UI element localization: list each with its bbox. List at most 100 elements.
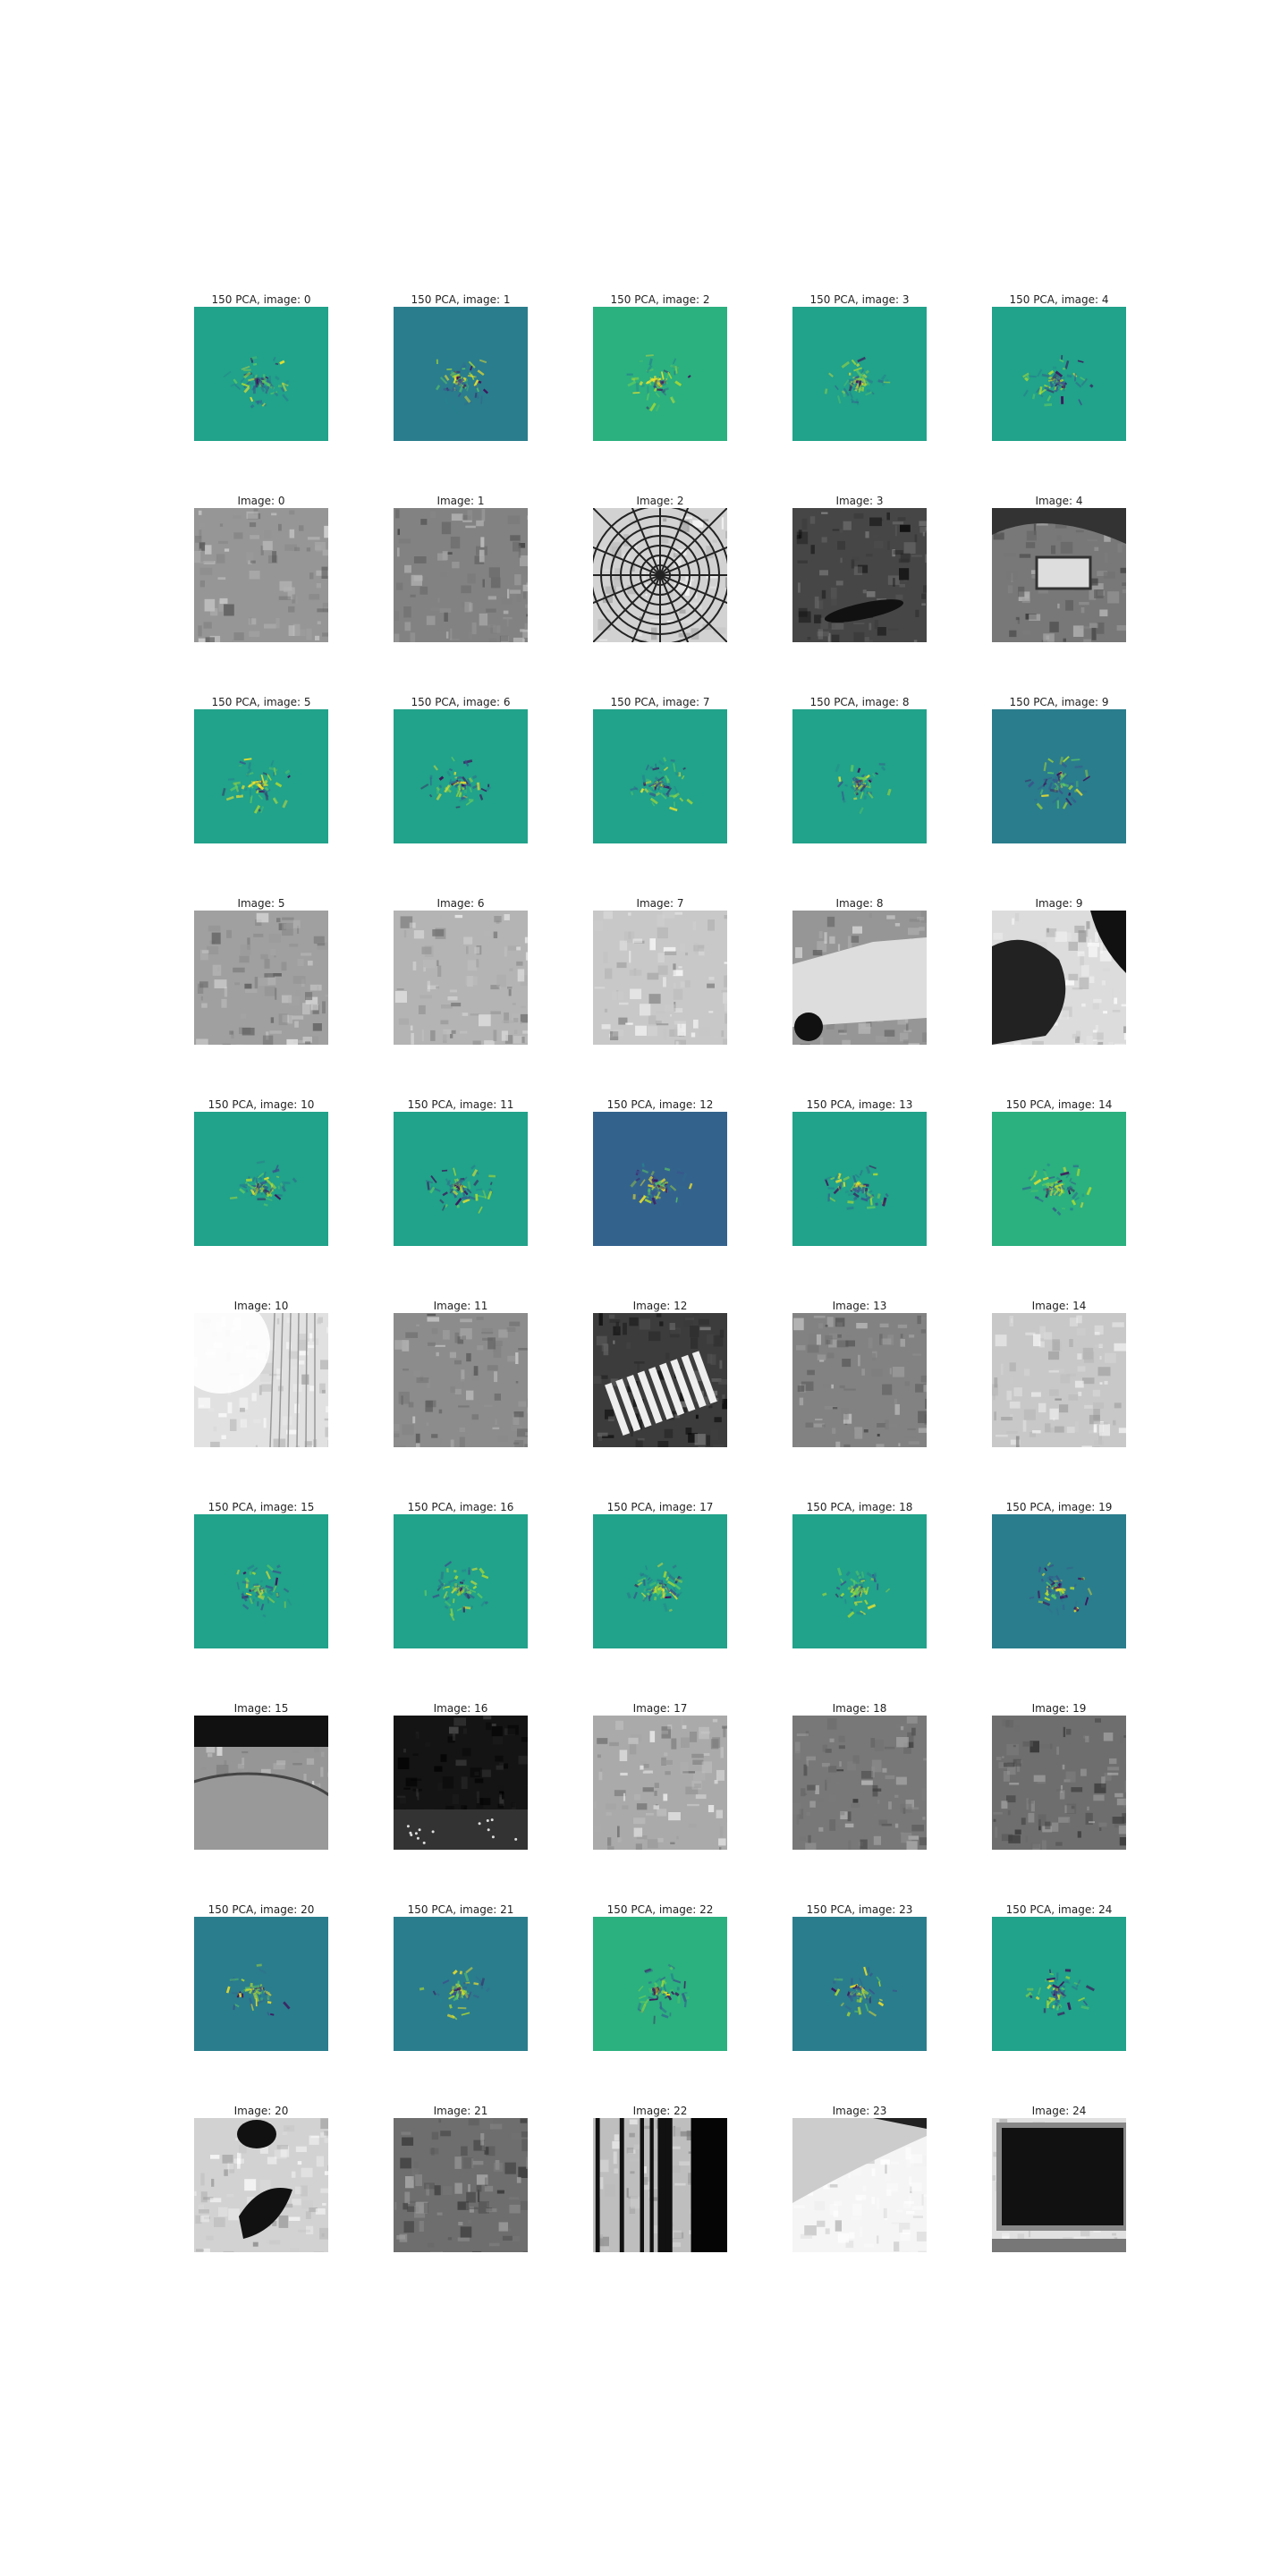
panel-title: 150 PCA, image: 15: [208, 1501, 315, 1513]
pca-heatmap-image: [992, 1112, 1126, 1246]
photo-image: [593, 1716, 727, 1850]
grayscale-photo: [792, 1313, 927, 1447]
grayscale-photo: [992, 911, 1126, 1045]
panel-title: 150 PCA, image: 0: [211, 293, 311, 306]
panel-title: 150 PCA, image: 12: [606, 1098, 714, 1111]
photo-image: [593, 508, 727, 642]
panel-title: 150 PCA, image: 9: [1009, 696, 1109, 708]
pca-heatmap: [992, 1917, 1126, 2051]
panel-title: Image: 4: [1035, 495, 1083, 507]
pca-heatmap: [194, 1514, 328, 1648]
panel-title: Image: 0: [237, 495, 285, 507]
pca-heatmap-image: [792, 1514, 927, 1648]
panel-title: 150 PCA, image: 22: [606, 1903, 714, 1916]
pca-heatmap: [593, 709, 727, 843]
panel-title: Image: 5: [237, 897, 285, 910]
photo-image: [394, 2118, 528, 2252]
pca-heatmap-image: [593, 709, 727, 843]
pca-heatmap-image: [394, 709, 528, 843]
panel-title: 150 PCA, image: 2: [610, 293, 710, 306]
pca-heatmap: [992, 1112, 1126, 1246]
grayscale-photo: [194, 911, 328, 1045]
pca-heatmap: [992, 307, 1126, 441]
panel-title: Image: 15: [233, 1702, 289, 1715]
panel-title: Image: 3: [835, 495, 884, 507]
pca-heatmap: [394, 709, 528, 843]
grayscale-photo: [194, 1313, 328, 1447]
panel-title: Image: 10: [233, 1300, 289, 1312]
pca-heatmap-image: [394, 1514, 528, 1648]
grayscale-photo: [992, 2118, 1126, 2252]
photo-image: [792, 911, 927, 1045]
pca-heatmap: [194, 307, 328, 441]
pca-heatmap-image: [593, 1112, 727, 1246]
grayscale-photo: [792, 2118, 927, 2252]
panel-title: Image: 23: [832, 2105, 887, 2117]
grayscale-photo: [792, 508, 927, 642]
grayscale-photo: [394, 1716, 528, 1850]
pca-heatmap-image: [792, 1917, 927, 2051]
panel-title: 150 PCA, image: 3: [809, 293, 910, 306]
panel-title: 150 PCA, image: 1: [411, 293, 511, 306]
grayscale-photo: [593, 508, 727, 642]
pca-heatmap-image: [593, 1917, 727, 2051]
photo-image: [992, 911, 1126, 1045]
photo-image: [792, 2118, 927, 2252]
panel-title: 150 PCA, image: 7: [610, 696, 710, 708]
panel-title: 150 PCA, image: 6: [411, 696, 511, 708]
pca-heatmap-image: [992, 1514, 1126, 1648]
grayscale-photo: [394, 508, 528, 642]
pca-heatmap: [394, 1514, 528, 1648]
panel-title: Image: 21: [433, 2105, 488, 2117]
panel-title: Image: 20: [233, 2105, 289, 2117]
pca-heatmap: [593, 1112, 727, 1246]
photo-image: [394, 508, 528, 642]
pca-heatmap-image: [394, 307, 528, 441]
panel-title: Image: 12: [632, 1300, 688, 1312]
pca-heatmap: [394, 1112, 528, 1246]
panel-title: 150 PCA, image: 23: [806, 1903, 913, 1916]
grayscale-photo: [992, 508, 1126, 642]
pca-heatmap-image: [394, 1112, 528, 1246]
panel-title: Image: 2: [636, 495, 684, 507]
photo-image: [394, 1716, 528, 1850]
panel-title: 150 PCA, image: 4: [1009, 293, 1109, 306]
grayscale-photo: [593, 2118, 727, 2252]
photo-image: [194, 1716, 328, 1850]
photo-image: [194, 911, 328, 1045]
pca-heatmap: [792, 1112, 927, 1246]
photo-image: [992, 508, 1126, 642]
pca-heatmap-image: [593, 307, 727, 441]
panel-title: Image: 11: [433, 1300, 488, 1312]
panel-title: Image: 7: [636, 897, 684, 910]
pca-heatmap-image: [992, 1917, 1126, 2051]
panel-title: Image: 17: [632, 1702, 688, 1715]
panel-title: 150 PCA, image: 16: [407, 1501, 514, 1513]
pca-heatmap-image: [394, 1917, 528, 2051]
panel-title: 150 PCA, image: 14: [1005, 1098, 1113, 1111]
pca-heatmap-image: [194, 1112, 328, 1246]
pca-heatmap: [593, 1917, 727, 2051]
panel-title: 150 PCA, image: 21: [407, 1903, 514, 1916]
pca-heatmap: [394, 1917, 528, 2051]
panel-title: 150 PCA, image: 19: [1005, 1501, 1113, 1513]
grayscale-photo: [593, 1313, 727, 1447]
panel-title: Image: 18: [832, 1702, 887, 1715]
photo-image: [792, 1313, 927, 1447]
panel-title: Image: 8: [835, 897, 884, 910]
pca-heatmap: [394, 307, 528, 441]
panel-title: Image: 16: [433, 1702, 488, 1715]
pca-heatmap: [792, 1514, 927, 1648]
pca-heatmap: [992, 709, 1126, 843]
photo-image: [792, 508, 927, 642]
pca-heatmap: [593, 1514, 727, 1648]
pca-heatmap: [792, 709, 927, 843]
panel-title: Image: 14: [1031, 1300, 1087, 1312]
grayscale-photo: [194, 2118, 328, 2252]
pca-heatmap: [194, 1112, 328, 1246]
grayscale-photo: [394, 911, 528, 1045]
grayscale-photo: [792, 911, 927, 1045]
photo-image: [992, 1716, 1126, 1850]
panel-title: 150 PCA, image: 17: [606, 1501, 714, 1513]
photo-image: [194, 508, 328, 642]
